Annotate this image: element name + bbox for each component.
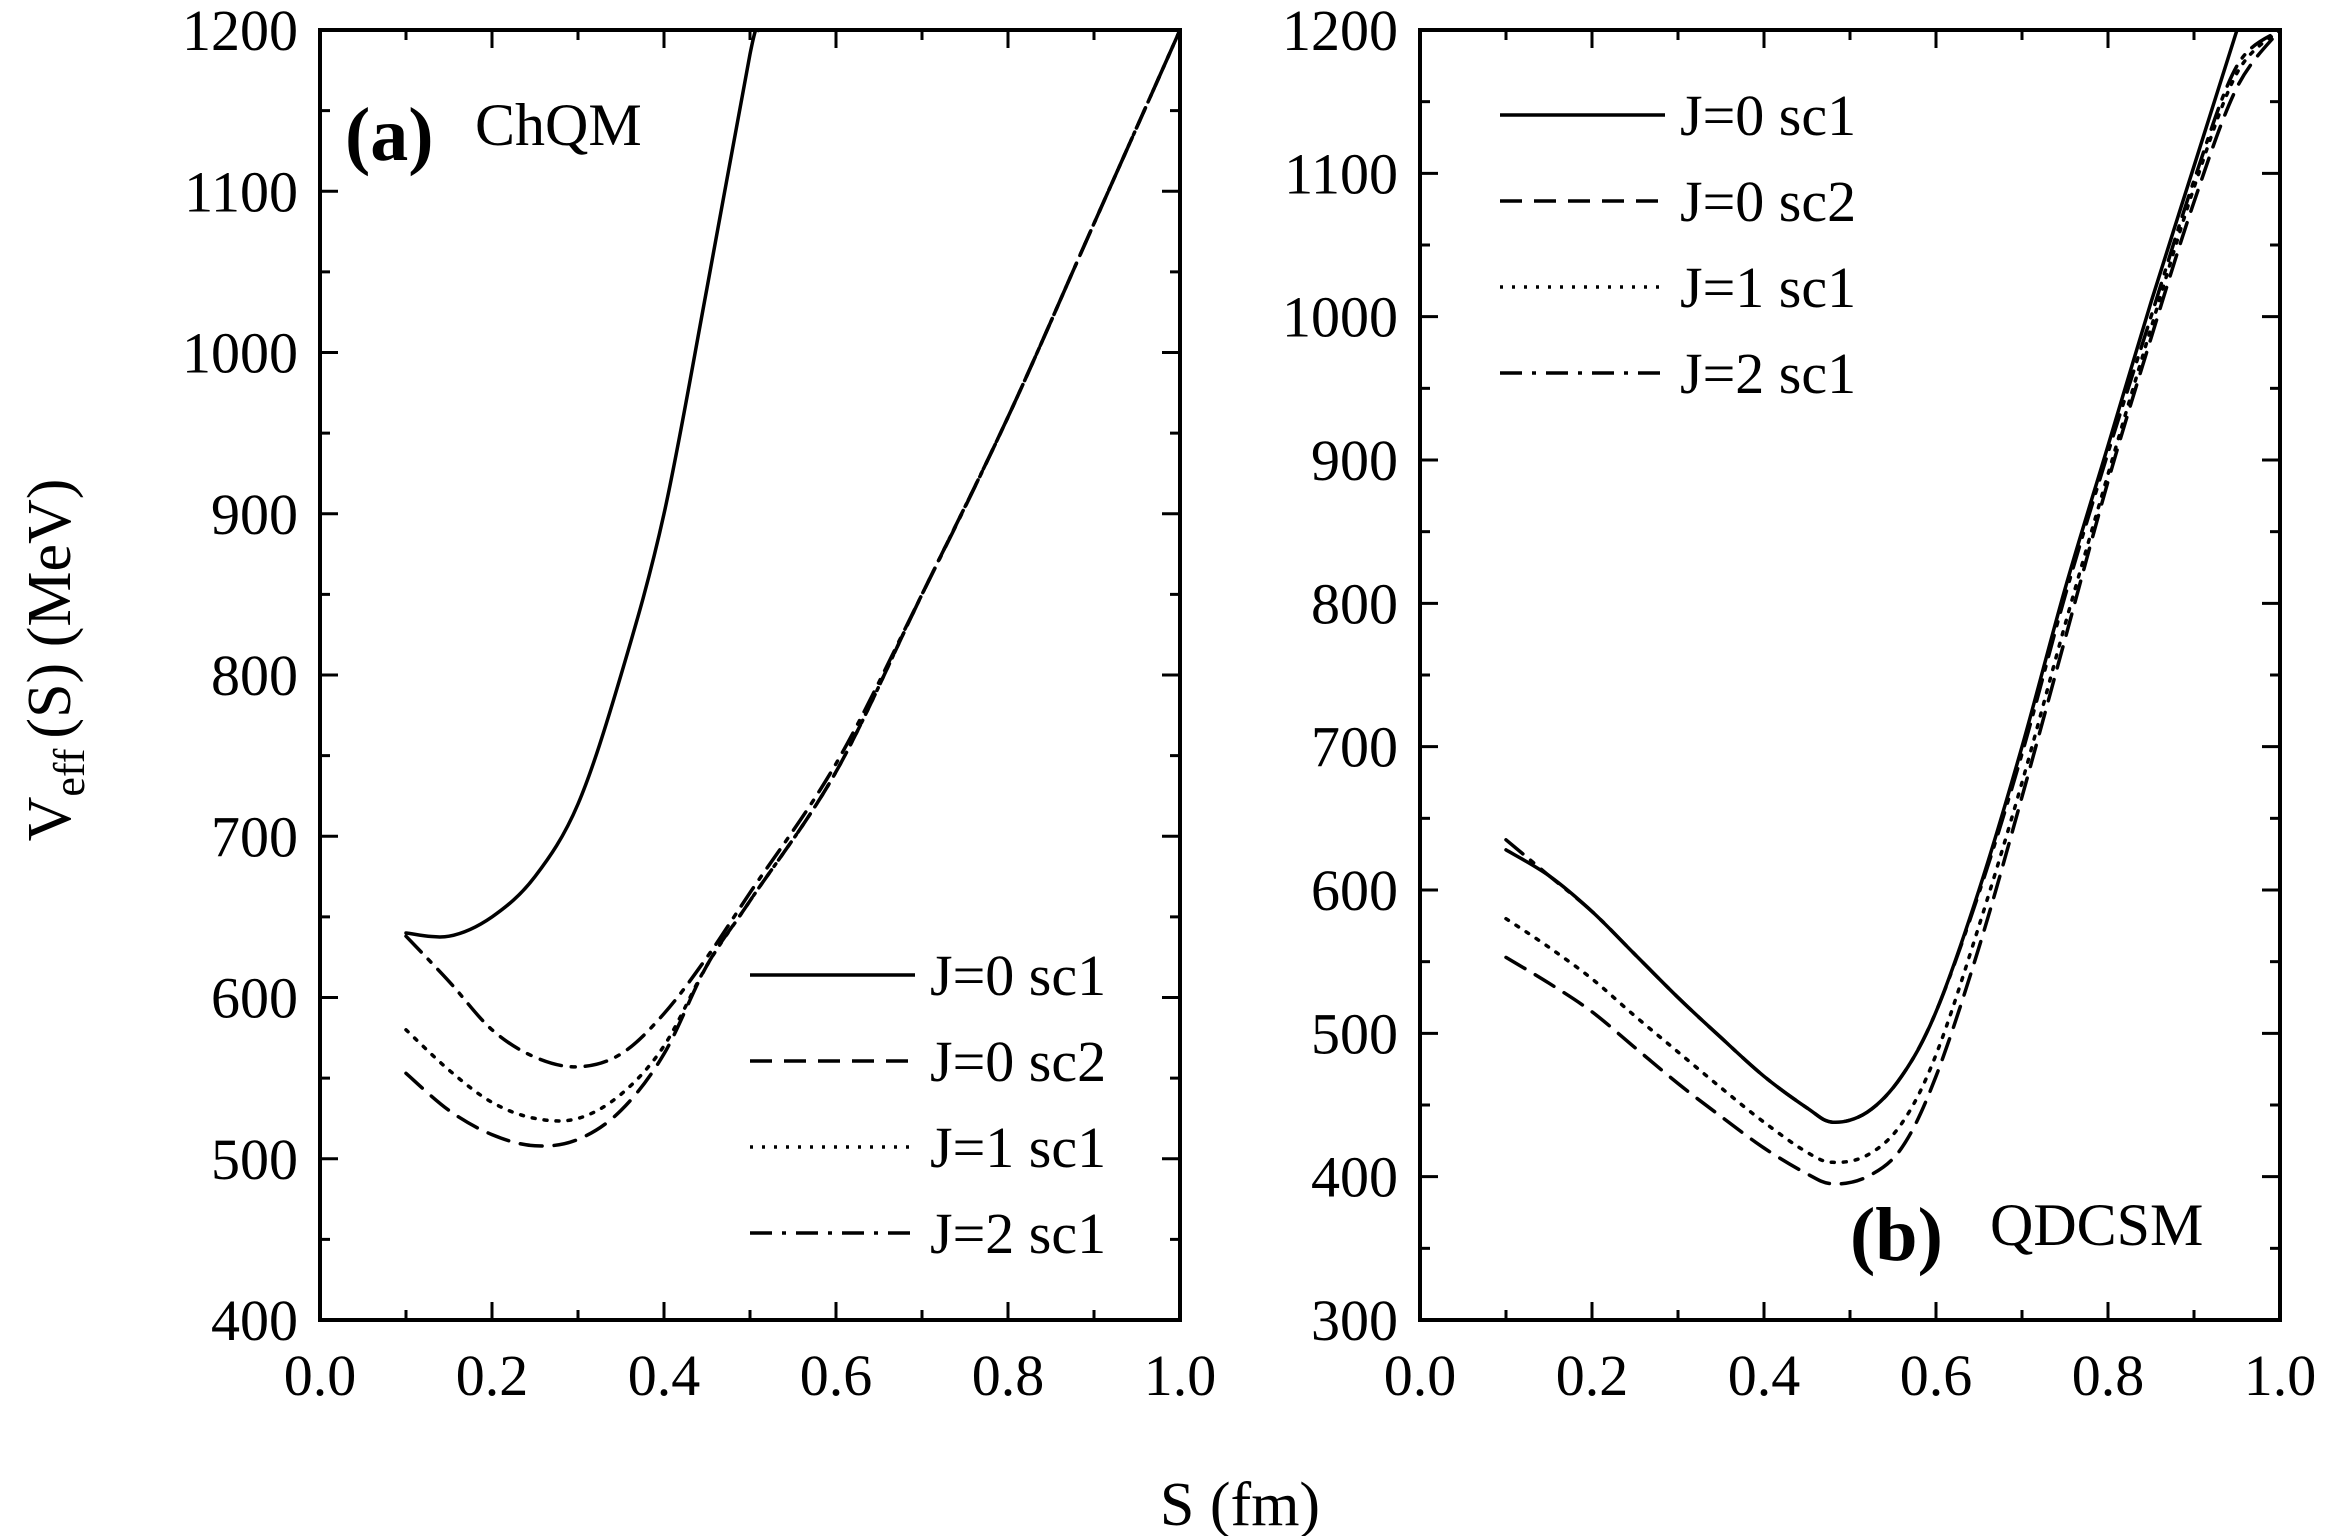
panel-b-x-tick-label: 0.8	[2072, 1343, 2145, 1408]
svg-text:Veff(S) (MeV): Veff (S) (MeV)	[16, 479, 94, 842]
panel-b-y-tick-label: 900	[1311, 428, 1398, 493]
panel-b-y-tick-label: 1100	[1284, 141, 1398, 206]
panel-b-x-tick-label: 1.0	[2244, 1343, 2317, 1408]
panel-a-y-tick-label: 800	[211, 643, 298, 708]
panel-b-y-tick-label: 700	[1311, 715, 1398, 780]
panel-a-y-tick-label: 600	[211, 966, 298, 1031]
panel-b-y-tick-label: 300	[1311, 1288, 1398, 1353]
panel-b-x-tick-label: 0.4	[1728, 1343, 1801, 1408]
y-axis-title-main: V	[16, 796, 84, 841]
panel-a-x-tick-label: 0.6	[800, 1343, 873, 1408]
panel-a-x-tick-label: 1.0	[1144, 1343, 1217, 1408]
panel-b-series-line-j-2-sc1	[1504, 30, 2280, 1125]
panel-a-series-line-j-0-sc1	[404, 30, 761, 939]
panel-a-legend-label: J=2 sc1	[930, 1201, 1106, 1266]
panel-b-y-tick-label: 800	[1311, 571, 1398, 636]
panel-a-legend-label: J=0 sc1	[930, 943, 1106, 1008]
y-axis-title-subscript: eff	[45, 748, 94, 796]
panel-a-x-tick-label: 0.8	[972, 1343, 1045, 1408]
panel-a-y-tick-label: 900	[211, 482, 298, 547]
panel-b-x-tick-label: 0.6	[1900, 1343, 1973, 1408]
panel-b-legend-label: J=1 sc1	[1680, 255, 1856, 320]
panel-b-series-line-j-0-sc2	[1504, 30, 2280, 1186]
panel-a-chart: 0.0 0.2 0.4 0.6 0.8 1.0 400 500 600 700 800 900 1000…	[182, 0, 1216, 1408]
panel-b-legend-label: J=2 sc1	[1680, 341, 1856, 406]
panel-b-x-tick-label: 0.0	[1384, 1343, 1457, 1408]
panel-b-y-tick-label: 500	[1311, 1001, 1398, 1066]
panel-b-x-tick-label: 0.2	[1556, 1343, 1629, 1408]
panel-a-x-tick-label: 0.2	[456, 1343, 529, 1408]
panel-a-y-tick-label: 1000	[182, 321, 298, 386]
y-axis-title-rest: (S) (MeV)	[16, 479, 84, 739]
panel-b-y-tick-label: 1000	[1282, 285, 1398, 350]
panel-b-legend-label: J=0 sc1	[1680, 83, 1856, 148]
panel-a-y-tick-label: 1100	[184, 159, 298, 224]
panel-b-y-tick-label: 400	[1311, 1145, 1398, 1210]
panel-a-series-line-j-0-sc2	[404, 30, 1180, 1148]
panel-b-series-line-j-0-sc1	[1504, 30, 2239, 1125]
panel-b-model-label: QDCSM	[1990, 1192, 2203, 1258]
panel-a-y-tick-label: 500	[211, 1127, 298, 1192]
panel-a-y-tick-label: 1200	[182, 0, 298, 63]
panel-a-y-tick-label: 700	[211, 804, 298, 869]
panel-a-model-label: ChQM	[475, 92, 642, 158]
panel-a-x-tick-label: 0.4	[628, 1343, 701, 1408]
panel-a-legend-label: J=1 sc1	[930, 1115, 1106, 1180]
panel-b-tag: (b)	[1850, 1193, 1943, 1277]
panel-a-y-tick-label: 400	[211, 1288, 298, 1353]
panel-b-chart: 0.0 0.2 0.4 0.6 0.8 1.0 300 400 500 600 700 800 900 1…	[1282, 0, 2316, 1408]
panel-a-legend-label: J=0 sc2	[930, 1029, 1106, 1094]
panel-a-series-line-j-2-sc1	[404, 30, 1180, 1069]
panel-b-legend-label: J=0 sc2	[1680, 169, 1856, 234]
x-axis-title: S (fm)	[1160, 1471, 1320, 1536]
panel-a-tag: (a)	[345, 93, 434, 177]
panel-b-y-tick-label: 600	[1311, 858, 1398, 923]
y-axis-title: Veff (S) (MeV)	[16, 479, 94, 842]
panel-b-y-tick-label: 1200	[1282, 0, 1398, 63]
panel-a-x-tick-label: 0.0	[284, 1343, 357, 1408]
panel-b-series-line-j-1-sc1	[1504, 30, 2280, 1165]
